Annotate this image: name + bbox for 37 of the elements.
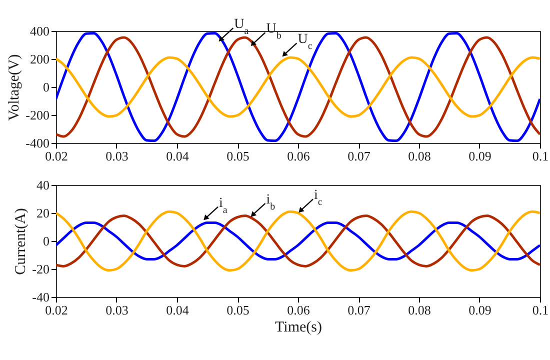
x-tick-label: 0.03	[106, 148, 128, 164]
x-tick-label: 0.08	[408, 302, 431, 318]
x-tick-label: 0.09	[468, 302, 492, 318]
y-tick-label: -400	[26, 136, 50, 150]
annotation: i$_{b}$	[266, 192, 276, 212]
line-series	[56, 56, 540, 118]
annotation: i$_{a}$	[219, 196, 228, 216]
y-tick-label: 40	[36, 178, 50, 192]
x-tick-label: 0.1	[532, 302, 549, 318]
x-tick-label: 0.06	[287, 302, 310, 318]
y-tick-label: -20	[32, 262, 50, 276]
x-tick-label: 0.05	[226, 302, 250, 318]
y-tick-label: 0	[43, 80, 50, 94]
x-tick-label: 0.07	[348, 148, 371, 164]
x-tick-label: 0.02	[45, 302, 68, 318]
y-axis-title: Current(A)	[13, 208, 30, 275]
x-tick-label: 0.04	[166, 302, 190, 318]
x-tick-label: 0.03	[106, 302, 128, 318]
x-tick-label: 0.09	[468, 148, 492, 164]
x-tick-label: 0.04	[166, 148, 190, 164]
y-tick-label: -40	[32, 290, 50, 304]
x-tick-label: 0.06	[287, 148, 310, 164]
x-tick-label: 0.02	[45, 148, 68, 164]
line-series	[56, 222, 540, 260]
x-tick-label: 0.05	[226, 148, 250, 164]
annotation: U$_{c}$	[298, 32, 313, 52]
y-tick-label: 400	[30, 24, 50, 38]
y-tick-label: 200	[30, 52, 50, 66]
x-tick-label: 0.1	[532, 148, 549, 164]
y-tick-label: -200	[26, 108, 50, 122]
y-axis-title: Voltage(V)	[6, 54, 23, 121]
y-tick-label: 20	[36, 206, 50, 220]
y-tick-label: 0	[43, 234, 50, 248]
x-tick-label: 0.08	[408, 148, 431, 164]
annotation: i$_{c}$	[314, 188, 323, 208]
x-axis-title: Time(s)	[275, 320, 322, 336]
x-tick-label: 0.07	[348, 302, 371, 318]
